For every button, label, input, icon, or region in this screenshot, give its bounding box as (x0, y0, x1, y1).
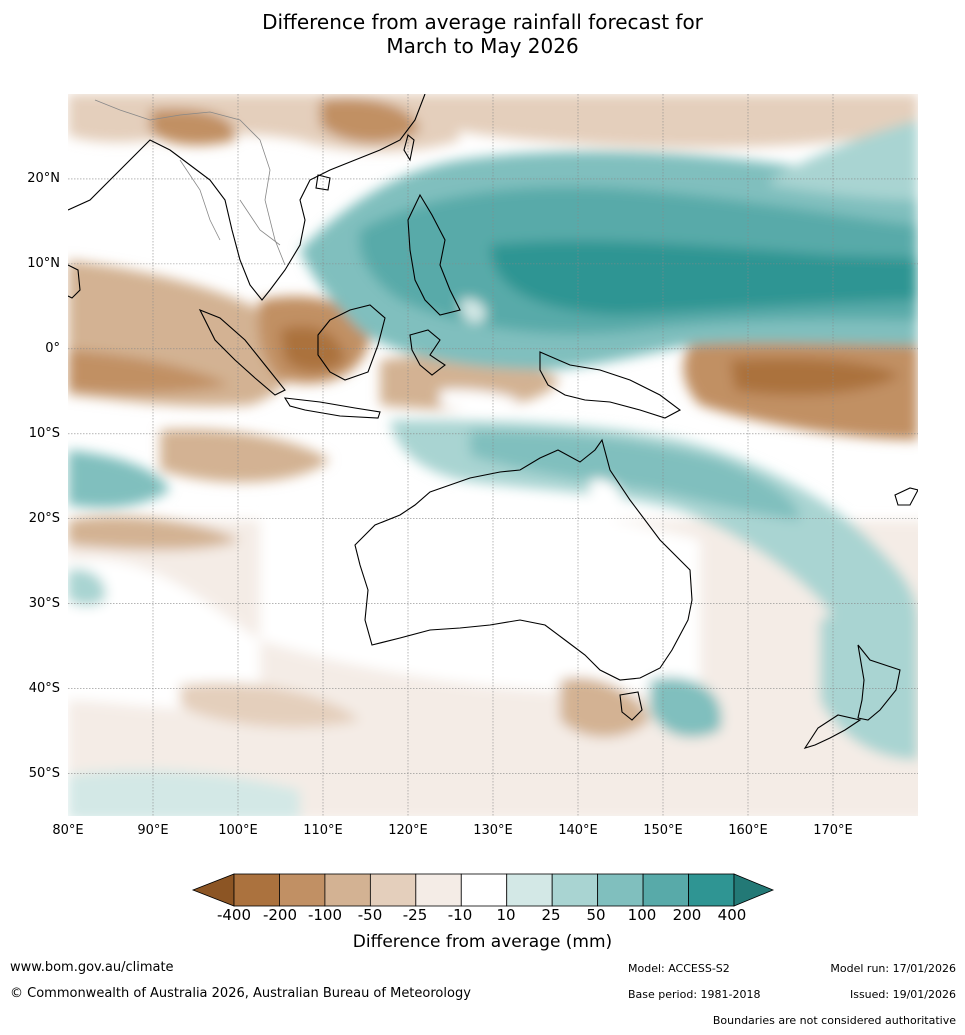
tasmania-coastline (619, 691, 643, 721)
colorbar (191, 873, 775, 907)
pacific-dry-core (730, 358, 900, 395)
colorbar-title: Difference from average (mm) (352, 932, 613, 952)
colorbar-label: 10 (496, 906, 516, 924)
title-line-1: Difference from average rainfall forecas… (262, 10, 703, 34)
colorbar-segment (460, 873, 508, 907)
mainland-asia-coastline (68, 94, 426, 301)
timor-neutral (440, 389, 520, 410)
lat-label-10n: 10°N (27, 256, 60, 271)
coastlines (68, 94, 918, 749)
colorbar-label: -25 (402, 906, 428, 924)
australia-coastline (354, 438, 693, 681)
copyright-text: © Commonwealth of Australia 2026, Austra… (10, 986, 471, 1001)
model-name: Model: ACCESS-S2 (628, 962, 730, 975)
lon-label-170e: 170°E (813, 823, 853, 838)
india-coastline (68, 264, 81, 299)
lon-label-90e: 90°E (137, 823, 169, 838)
colorbar-segment (551, 873, 599, 907)
lat-label-30s: 30°S (28, 596, 60, 611)
lat-label-50s: 50°S (28, 766, 60, 781)
north-pacific-dry-band (420, 94, 918, 148)
lon-label-130e: 130°E (473, 823, 513, 838)
lon-label-160e: 160°E (728, 823, 768, 838)
lon-label-150e: 150°E (643, 823, 683, 838)
new-zealand-south (803, 714, 862, 749)
colorbar-label: 50 (586, 906, 606, 924)
rainfall-anomaly-field (68, 94, 918, 816)
bom-url-link[interactable]: www.bom.gov.au/climate (10, 960, 174, 975)
colorbar-extend-high (733, 873, 775, 907)
lat-label-40s: 40°S (28, 681, 60, 696)
new-zealand-north (857, 644, 901, 721)
australia-interior-neutral (260, 506, 700, 694)
sulawesi-coastline (409, 329, 446, 376)
colorbar-segment (688, 873, 735, 907)
philippines-coastline (407, 193, 461, 316)
colorbar-segment (233, 873, 280, 907)
gulf-neutral (590, 479, 621, 510)
colorbar-segment (642, 873, 689, 907)
colorbar-segment (597, 873, 644, 907)
colorbar-label: -50 (357, 906, 383, 924)
tasmania-dry-patch (560, 677, 650, 737)
chart-title: Difference from average rainfall forecas… (0, 10, 965, 58)
colorbar-label: 400 (717, 906, 747, 924)
indian-ocean-wet-west (68, 569, 106, 606)
indochina-dry-core (150, 108, 236, 146)
southern-dry-patch (180, 682, 360, 728)
taiwan-coastline (403, 134, 415, 162)
colorbar-segment (415, 873, 462, 907)
indian-ocean-dry-patch (160, 429, 330, 483)
model-run-date: Model run: 17/01/2026 (830, 962, 956, 975)
indian-ocean-wet-patch (68, 450, 170, 508)
title-line-2: March to May 2026 (386, 34, 579, 58)
colorbar-segment (506, 873, 553, 907)
sri-lanka-coastline (894, 487, 918, 506)
lon-label-110e: 110°E (303, 823, 343, 838)
lon-label-100e: 100°E (218, 823, 258, 838)
borneo-coastline (317, 304, 386, 381)
new-zealand-wet (820, 609, 918, 760)
colorbar-segment (324, 873, 371, 907)
map-grid (68, 94, 918, 816)
lat-label-20n: 20°N (27, 171, 60, 186)
lat-label-0: 0° (45, 341, 60, 356)
lon-label-80e: 80°E (52, 823, 84, 838)
java-coastline (283, 397, 381, 419)
country-boundaries (94, 99, 286, 266)
colorbar-label: 25 (541, 906, 561, 924)
hainan-coastline (315, 174, 331, 191)
south-china-dry-core (320, 98, 420, 143)
equatorial-indian-dry-core (68, 350, 230, 394)
colorbar-label: -400 (216, 906, 252, 924)
lon-label-120e: 120°E (388, 823, 428, 838)
lat-label-10s: 10°S (28, 426, 60, 441)
north-pacific-wet-patch (770, 120, 918, 200)
colorbar-extend-low (191, 873, 235, 907)
southern-ocean-wet-light (68, 770, 300, 816)
indian-ocean-neutral-south (68, 558, 260, 709)
issued-date: Issued: 19/01/2026 (849, 988, 956, 1001)
sulawesi-light (460, 298, 486, 324)
colorbar-label: 200 (672, 906, 702, 924)
colorbar-label: -200 (262, 906, 298, 924)
tasman-wet-patch (650, 677, 722, 738)
colorbar-segment (279, 873, 326, 907)
colorbar-segment (369, 873, 417, 907)
new-guinea-coastline (539, 351, 682, 419)
colorbar-label: 100 (627, 906, 657, 924)
colorbar-label: -10 (447, 906, 473, 924)
lon-label-140e: 140°E (558, 823, 598, 838)
boundaries-disclaimer: Boundaries are not considered authoritat… (712, 1014, 956, 1027)
lat-label-20s: 20°S (28, 511, 60, 526)
western-dry-band (68, 516, 240, 550)
coral-sea-wet (390, 420, 918, 690)
base-period: Base period: 1981-2018 (628, 988, 761, 1001)
colorbar-label: -100 (307, 906, 343, 924)
equatorial-pacific-wet-core (490, 240, 918, 315)
sumatra-coastline (198, 308, 286, 396)
